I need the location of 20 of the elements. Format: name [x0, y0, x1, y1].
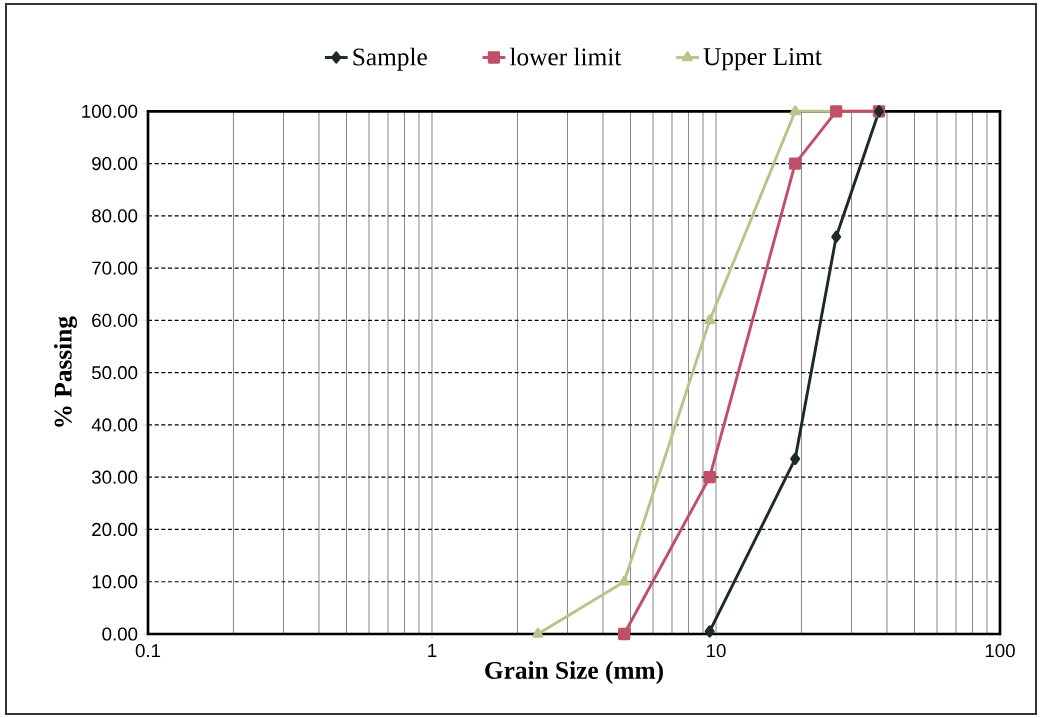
x-tick-label: 100 [985, 644, 1015, 658]
legend-label: Upper Limt [703, 48, 822, 71]
x-tick-label: 0.1 [135, 644, 161, 658]
y-tick-label: 20.00 [92, 522, 138, 537]
y-tick-label: 10.00 [92, 575, 138, 589]
x-tick-label: 10 [707, 644, 726, 658]
legend-label: lower limit [509, 47, 622, 66]
y-tick-label: 0.00 [102, 627, 138, 641]
y-tick-label: 80.00 [92, 209, 138, 223]
y-axis-title: % Passing [53, 316, 78, 427]
y-tick-label: 100.00 [82, 104, 138, 118]
y-tick-label: 40.00 [91, 418, 138, 432]
y-tick-label: 60.00 [92, 313, 138, 328]
x-axis-title: Grain Size (mm) [485, 661, 663, 685]
legend-label: Sample [353, 47, 427, 71]
y-tick-label: 50.00 [92, 366, 138, 380]
y-tick-label: 90.00 [92, 156, 138, 171]
x-tick-label: 1 [428, 644, 437, 657]
y-tick-label: 30.00 [91, 470, 138, 484]
y-tick-label: 70.00 [92, 261, 138, 275]
